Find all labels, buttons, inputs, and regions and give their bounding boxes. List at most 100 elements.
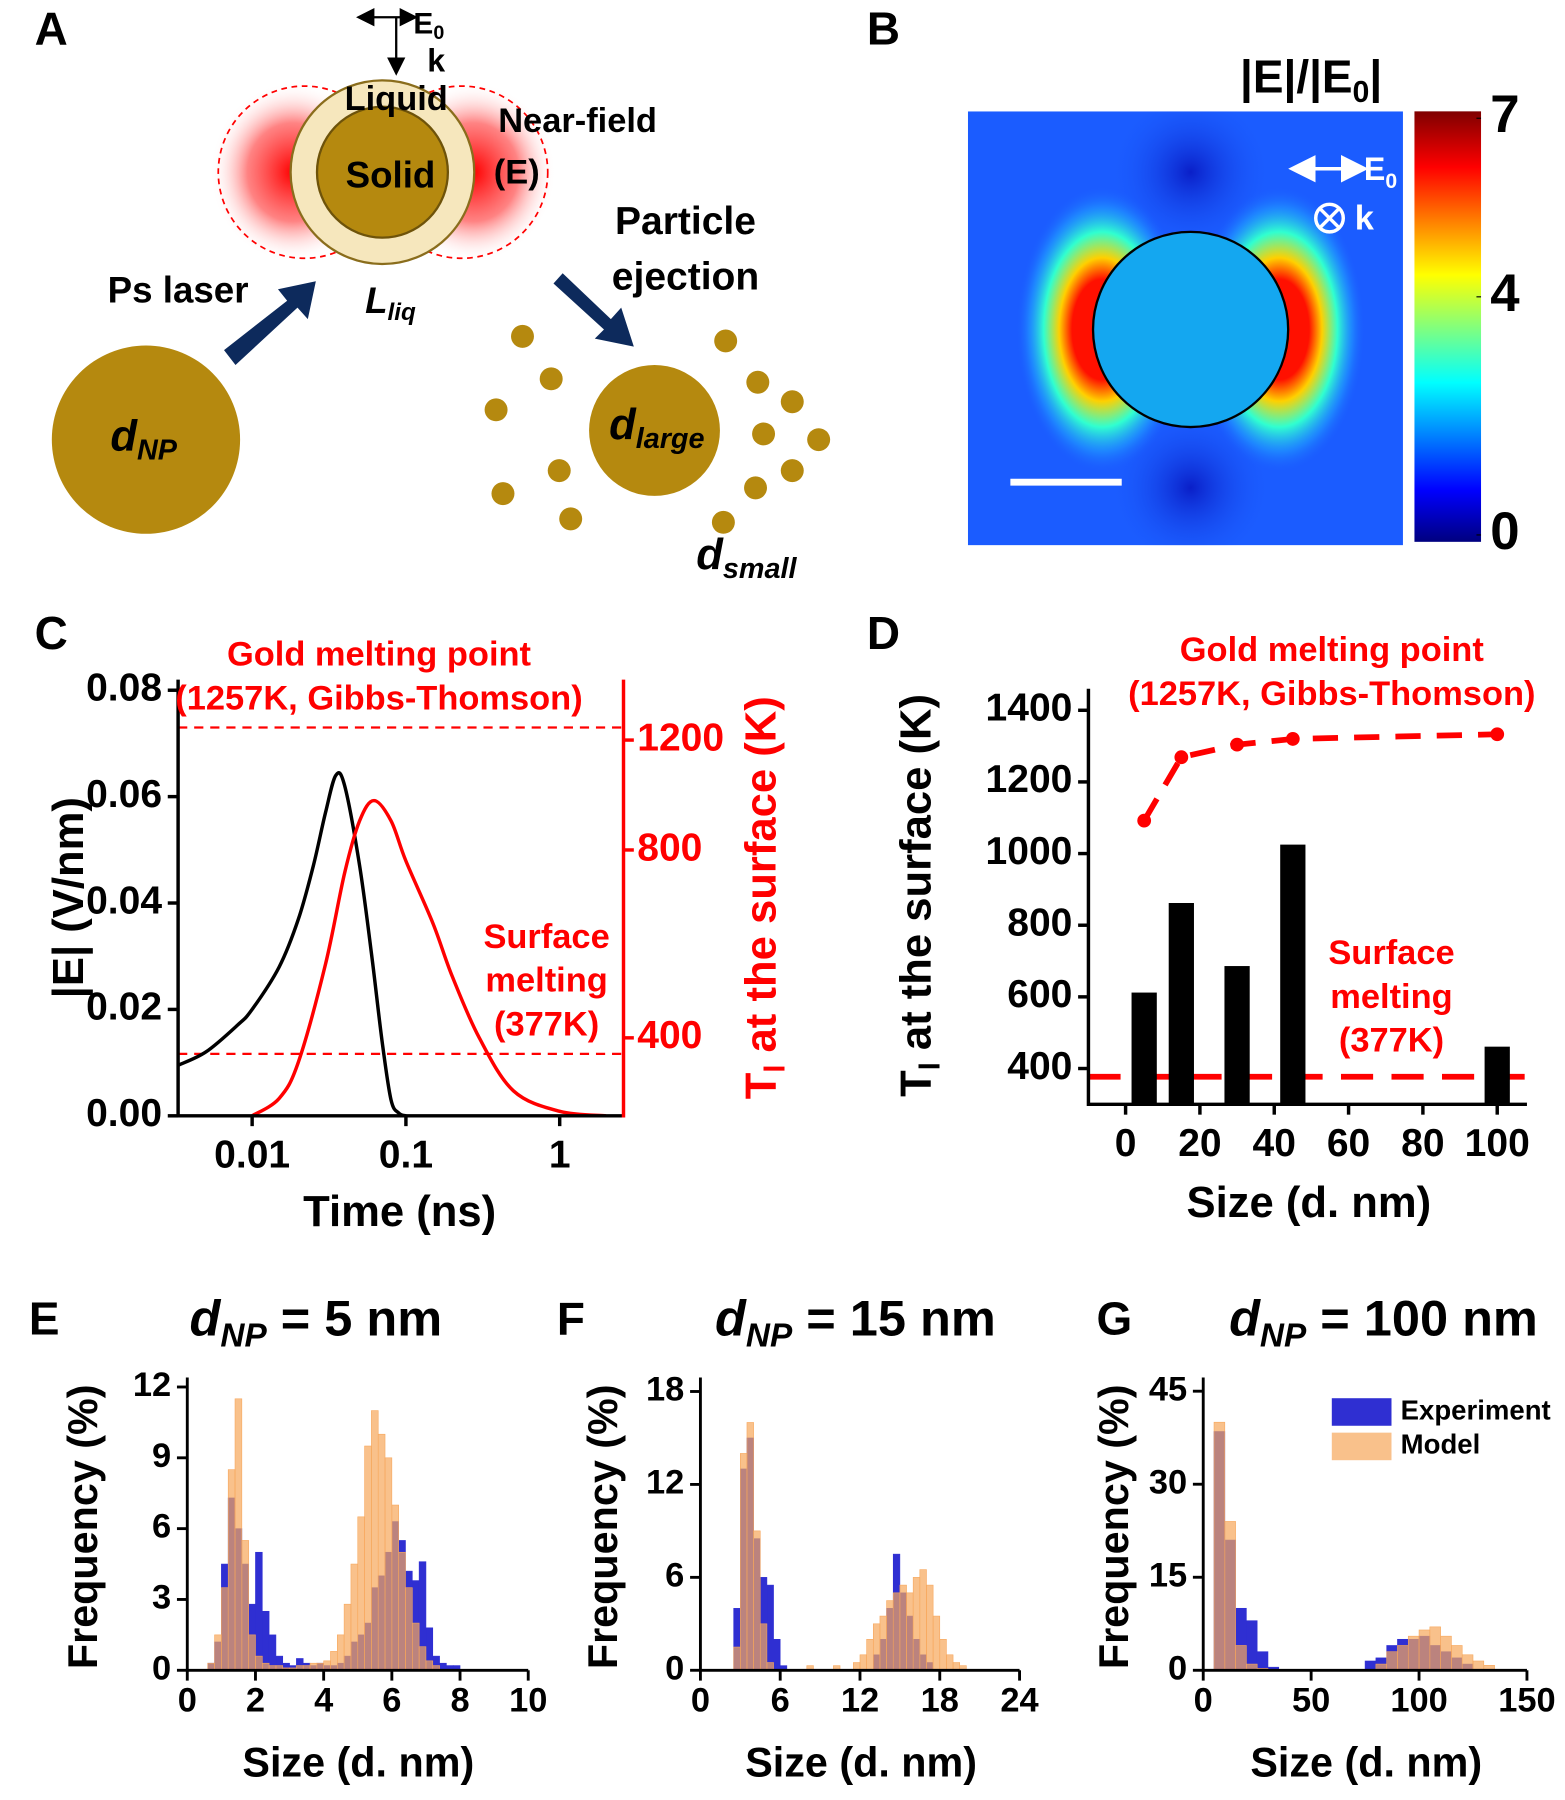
x-tick-label: 6 — [771, 1682, 790, 1720]
near-field-label: (E) — [494, 154, 540, 192]
y-tick-label: 0.04 — [86, 879, 162, 922]
x-tick-label: 150 — [1498, 1682, 1555, 1720]
histogram-bar — [919, 1569, 927, 1671]
y-tick-label: 3 — [152, 1579, 171, 1617]
chart-title-subscript: NP — [746, 1317, 793, 1354]
panel-label: E — [29, 1293, 60, 1345]
chart-title: dNP = 15 nm — [715, 1290, 996, 1355]
y-tick-label: 1200 — [986, 758, 1073, 801]
histogram-bar — [746, 1422, 754, 1671]
wave-vector-label: k — [1355, 200, 1375, 238]
y-tick-label: 45 — [1149, 1370, 1187, 1408]
liquid-thickness-label-subscript: liq — [388, 299, 416, 326]
y2-tick-label: 800 — [637, 826, 702, 869]
x-tick-label: 60 — [1327, 1122, 1370, 1165]
small-size-label-subscript: small — [723, 552, 798, 584]
annotation: Surface — [483, 918, 609, 956]
histogram-bar — [946, 1654, 954, 1671]
histogram-bar — [1386, 1651, 1398, 1671]
large-particle — [589, 365, 720, 496]
data-point — [1137, 813, 1152, 828]
panel-label: D — [867, 607, 900, 659]
panel-label: G — [1096, 1293, 1132, 1345]
x-axis-label: Size (d. nm) — [1250, 1739, 1482, 1785]
x-axis-label: Size (d. nm) — [242, 1739, 474, 1785]
data-point — [1230, 737, 1244, 752]
colorbar-tick-label: 0 — [1490, 502, 1519, 561]
panel-b-field-map — [967, 111, 1482, 546]
x-tick-label: 12 — [841, 1682, 879, 1720]
y-tick-label: 0.00 — [86, 1092, 162, 1135]
chart-title: dNP = 100 nm — [1229, 1290, 1538, 1355]
histogram-bar — [343, 1603, 352, 1671]
solid-label: Solid — [346, 155, 436, 196]
y-tick-label: 400 — [1007, 1045, 1072, 1088]
histogram-bar — [241, 1540, 249, 1671]
colorbar — [1414, 111, 1482, 542]
y2-axis-label-subscript: l — [759, 1065, 791, 1073]
data-line — [1141, 731, 1498, 823]
y-tick-label: 0.06 — [86, 773, 162, 816]
x-tick-label: 8 — [450, 1682, 469, 1720]
histogram-bar — [227, 1469, 236, 1671]
data-point — [1174, 750, 1189, 765]
colorbar-tick-label: 4 — [1490, 264, 1520, 323]
y-tick-label: 12 — [133, 1366, 171, 1404]
annotation: Gold melting point — [1180, 631, 1485, 669]
field-label: E0 — [1364, 152, 1397, 193]
y-tick-label: 0.02 — [86, 986, 162, 1029]
chart-title-main: d — [715, 1290, 747, 1347]
field-label: E0 — [413, 7, 444, 44]
y-tick-label: 18 — [646, 1371, 684, 1409]
legend-label: Experiment — [1401, 1394, 1551, 1425]
histogram-bar — [866, 1639, 874, 1671]
wave-vector-label: k — [427, 43, 445, 79]
colorbar-title-main: |E|/|E — [1240, 50, 1353, 102]
annotation: (377K) — [494, 1005, 599, 1043]
colorbar-title: |E|/|E0| — [1240, 50, 1382, 109]
large-size-label: dlarge — [609, 401, 704, 455]
histogram-bar — [221, 1587, 229, 1671]
x-tick-label: 50 — [1292, 1682, 1330, 1720]
x-tick-label: 0.01 — [214, 1133, 290, 1176]
histogram-bar — [932, 1615, 941, 1671]
histogram-bar — [248, 1634, 256, 1671]
y-axis-label-main: T — [892, 1070, 940, 1097]
chart-title-subscript: NP — [220, 1317, 267, 1354]
annotation: Surface — [1328, 934, 1454, 972]
initial-size-label-main: d — [110, 412, 138, 460]
data-line — [251, 798, 607, 1118]
data-line — [177, 771, 407, 1118]
histogram-bar — [939, 1639, 947, 1671]
chart-title-rest: = 100 nm — [1306, 1290, 1538, 1347]
histogram-bar — [926, 1584, 934, 1671]
histogram-bar — [255, 1655, 263, 1671]
y-tick-label: 30 — [1149, 1463, 1187, 1501]
chart-title-main: d — [1229, 1290, 1261, 1347]
y-tick-label: 0 — [1168, 1649, 1187, 1687]
field-label-main: E — [413, 7, 433, 40]
panel-label: B — [867, 2, 900, 54]
legend-swatch — [1331, 1398, 1392, 1426]
chart-title-rest: = 5 nm — [267, 1290, 442, 1347]
y-tick-label: 6 — [152, 1508, 171, 1546]
initial-particle — [51, 345, 241, 534]
y-tick-label: 0 — [665, 1649, 684, 1687]
histogram-bar — [872, 1623, 881, 1671]
y2-axis-label-main: T — [737, 1072, 785, 1099]
histogram-bar — [899, 1584, 907, 1671]
laser-label: Ps laser — [108, 269, 249, 310]
histogram-bar — [1429, 1626, 1441, 1671]
x-tick-label: 20 — [1178, 1122, 1221, 1165]
y2-tick-label: 1200 — [637, 716, 724, 759]
histogram-bar — [234, 1398, 243, 1671]
histogram-bar — [912, 1577, 921, 1671]
x-tick-label: 0.1 — [379, 1133, 433, 1176]
histogram-bar — [753, 1530, 761, 1671]
chart-title: dNP = 5 nm — [190, 1290, 443, 1355]
wave-vector-into-page — [1314, 202, 1345, 234]
histogram-bar — [262, 1610, 270, 1671]
legend-swatch — [1331, 1432, 1392, 1461]
bar — [1280, 844, 1306, 1105]
histogram-bar — [350, 1563, 359, 1671]
